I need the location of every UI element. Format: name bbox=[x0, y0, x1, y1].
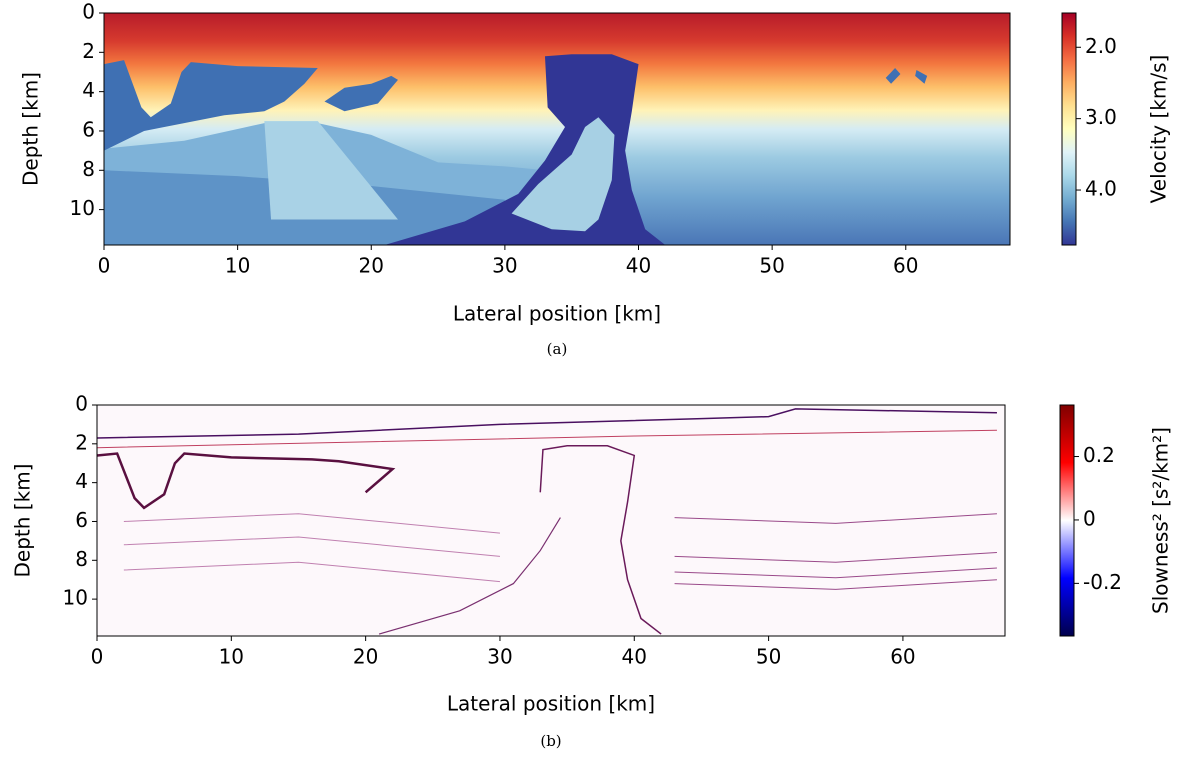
panel: 0 10 20 30 40 50 60 0 2 4 6 8 10 Lateral position [km… bbox=[19, 0, 1171, 358]
x-tick-label: 30 bbox=[492, 254, 517, 278]
x-tick-label: 50 bbox=[759, 254, 784, 278]
caption: (a) bbox=[547, 340, 568, 358]
reflector bbox=[123, 561, 501, 583]
x-tick-label: 0 bbox=[91, 645, 104, 669]
caption: (b) bbox=[540, 732, 561, 750]
y-tick-label: 2 bbox=[75, 430, 88, 454]
x-tick-label: 20 bbox=[359, 254, 384, 278]
colorbar-tick-label: -0.2 bbox=[1083, 570, 1122, 594]
reflector bbox=[97, 429, 997, 449]
salt-top bbox=[97, 452, 396, 510]
colorbar-label: Slowness² [s²/km²] bbox=[1149, 427, 1173, 614]
y-tick-label: 6 bbox=[82, 117, 95, 141]
seafloor bbox=[97, 408, 997, 439]
reflector bbox=[674, 579, 997, 590]
y-axis-label: Depth [km] bbox=[11, 464, 35, 578]
y-tick-label: 10 bbox=[70, 196, 95, 220]
y-tick-label: 4 bbox=[75, 469, 88, 493]
x-tick-label: 30 bbox=[487, 645, 512, 669]
colorbar-tick-label: 0 bbox=[1083, 506, 1096, 530]
image bbox=[104, 13, 1010, 245]
y-tick-label: 2 bbox=[82, 39, 95, 63]
x-tick-label: 20 bbox=[353, 645, 378, 669]
x-tick-label: 10 bbox=[219, 645, 244, 669]
x-axis-label: Lateral position [km] bbox=[453, 302, 661, 326]
axes-frame bbox=[103, 12, 1011, 246]
lens bbox=[915, 70, 928, 84]
cone bbox=[264, 121, 398, 220]
x-axis-label: Lateral position [km] bbox=[447, 692, 655, 716]
flank bbox=[378, 517, 561, 635]
x-tick-label: 10 bbox=[225, 254, 250, 278]
image-background bbox=[97, 405, 1005, 636]
salt-tongue bbox=[324, 75, 398, 112]
colorbar-tick-label: 4.0 bbox=[1085, 177, 1117, 201]
x-tick-label: 0 bbox=[98, 254, 111, 278]
y-tick-label: 0 bbox=[82, 0, 95, 24]
colorbar bbox=[1059, 404, 1075, 637]
reflector bbox=[674, 567, 997, 579]
colorbar bbox=[1061, 12, 1077, 246]
image bbox=[97, 405, 1005, 636]
x-tick-label: 60 bbox=[890, 645, 915, 669]
diapir-outline bbox=[539, 445, 662, 635]
y-tick-label: 8 bbox=[75, 547, 88, 571]
reflector bbox=[123, 536, 501, 557]
x-tick-label: 40 bbox=[626, 254, 651, 278]
reflector bbox=[123, 513, 501, 534]
inclusion bbox=[511, 117, 615, 232]
panel: 0 10 20 30 40 50 60 0 2 4 6 8 10 Lateral position [km… bbox=[11, 392, 1173, 751]
y-tick-label: 8 bbox=[82, 157, 95, 181]
colorbar-tick-label: 2.0 bbox=[1085, 34, 1117, 58]
salt-shallow bbox=[104, 60, 318, 151]
reflector bbox=[674, 552, 997, 563]
colorbar-tick-label: 0.2 bbox=[1083, 443, 1115, 467]
colorbar-label: Velocity [km/s] bbox=[1147, 55, 1171, 204]
x-tick-label: 50 bbox=[756, 645, 781, 669]
lens bbox=[885, 68, 901, 84]
y-tick-label: 10 bbox=[63, 586, 88, 610]
colorbar-tick-label: 3.0 bbox=[1085, 105, 1117, 129]
x-tick-label: 40 bbox=[622, 645, 647, 669]
y-tick-label: 4 bbox=[82, 78, 95, 102]
y-axis-label: Depth [km] bbox=[19, 72, 43, 186]
x-tick-label: 60 bbox=[893, 254, 918, 278]
y-tick-label: 0 bbox=[75, 392, 88, 416]
reflector bbox=[674, 513, 997, 524]
axes-frame bbox=[96, 404, 1006, 637]
y-tick-label: 6 bbox=[75, 508, 88, 532]
